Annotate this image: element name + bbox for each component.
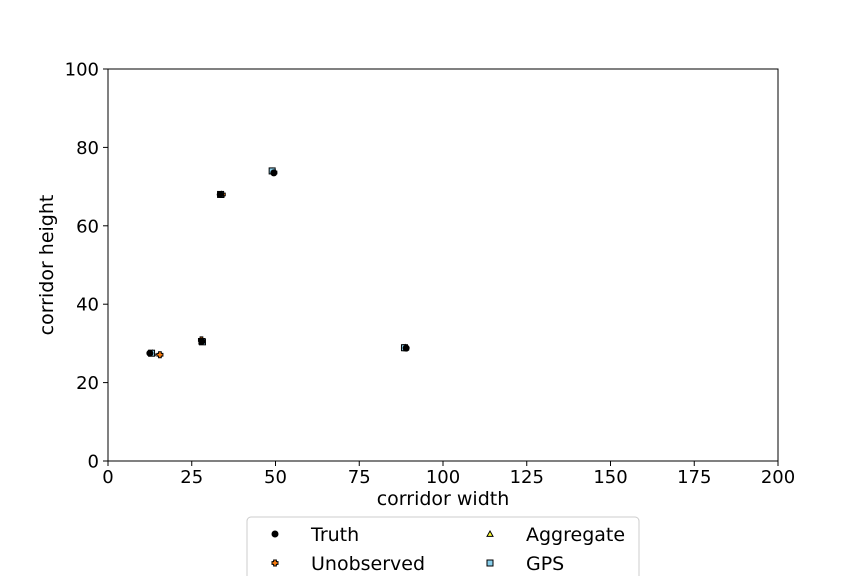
x-axis-label: corridor width: [377, 488, 510, 510]
y-tick-label: 0: [88, 452, 99, 473]
x-tick-label: 125: [510, 467, 544, 488]
legend-marker-unobserved: [271, 559, 279, 567]
y-tick-label: 80: [76, 138, 99, 159]
plot-frame: [107, 68, 779, 462]
data-points: [146, 167, 410, 359]
x-tick-label: 175: [677, 467, 711, 488]
x-tick-label: 0: [102, 467, 113, 488]
y-axis-label: corridor height: [36, 195, 58, 336]
truth-point: [216, 190, 224, 198]
x-tick-label: 150: [593, 467, 627, 488]
legend-marker-truth: [271, 530, 279, 538]
x-tick-label: 25: [180, 467, 203, 488]
legend-label: GPS: [526, 553, 564, 575]
truth-point: [270, 169, 278, 177]
x-axis: 0 25 50 75 100 125 150 175 200: [102, 461, 795, 488]
truth-point: [146, 349, 154, 357]
legend-marker-gps: [486, 559, 494, 567]
unobserved-point: [156, 351, 164, 359]
y-axis: 0 20 40 60 80 100: [65, 60, 108, 473]
x-tick-label: 100: [426, 467, 460, 488]
y-tick-label: 40: [76, 295, 99, 316]
x-tick-label: 200: [761, 467, 795, 488]
legend-frame: [246, 516, 640, 576]
legend-label: Truth: [310, 524, 359, 546]
legend: Truth Unobserved Aggregate GPS: [246, 516, 640, 576]
legend-label: Aggregate: [526, 524, 625, 546]
truth-point: [402, 344, 410, 352]
x-tick-label: 50: [264, 467, 287, 488]
legend-marker-aggregate: [486, 529, 494, 537]
y-tick-label: 60: [76, 216, 99, 237]
x-tick-label: 75: [348, 467, 371, 488]
truth-point: [198, 337, 206, 345]
legend-label: Unobserved: [311, 553, 425, 575]
y-tick-label: 20: [76, 373, 99, 394]
y-tick-label: 100: [65, 60, 99, 81]
